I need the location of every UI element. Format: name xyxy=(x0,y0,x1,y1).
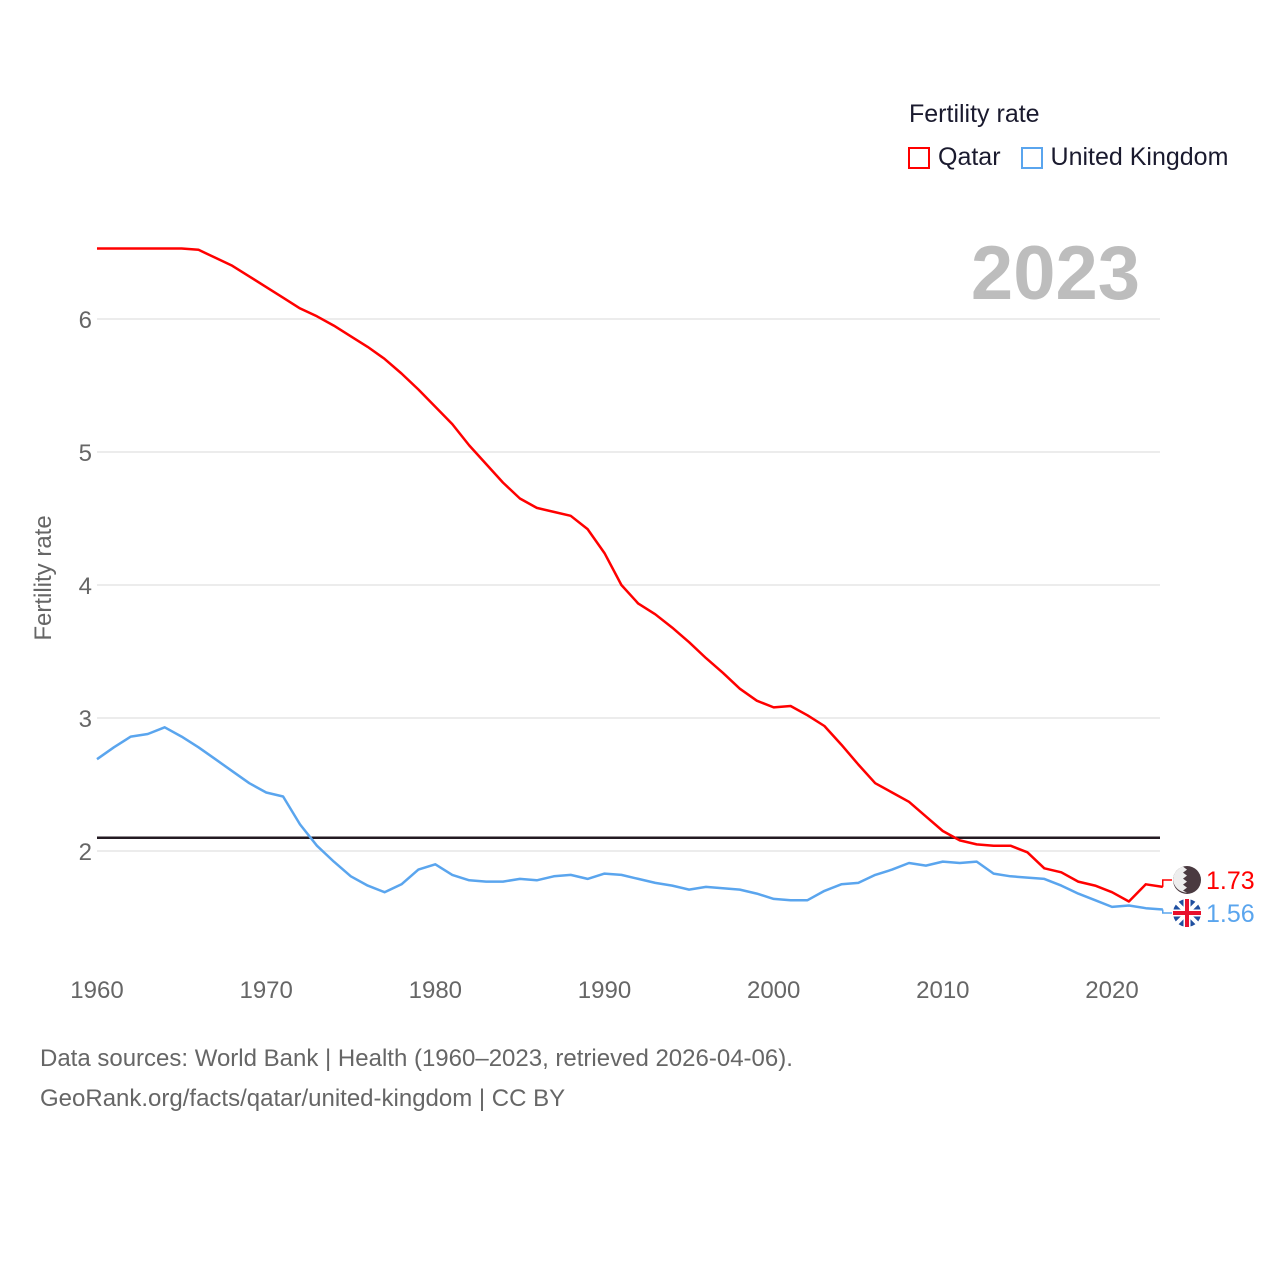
legend-item-united-kingdom[interactable]: United Kingdom xyxy=(1020,143,1229,172)
data-source-text: Data sources: World Bank | Health (1960–… xyxy=(40,1045,793,1072)
year-indicator: 2023 xyxy=(970,231,1140,316)
y-tick-label: 3 xyxy=(79,706,92,733)
x-tick-label: 1960 xyxy=(70,977,123,1004)
y-tick-label: 4 xyxy=(79,573,92,600)
series-line-qatar xyxy=(97,247,1163,903)
end-value-label-qatar: 1.73 xyxy=(1206,867,1255,895)
x-tick-label: 1970 xyxy=(239,977,292,1004)
x-tick-label: 2010 xyxy=(916,977,969,1004)
legend-label-united-kingdom: United Kingdom xyxy=(1050,143,1229,171)
legend-title: Fertility rate xyxy=(909,100,1040,128)
x-tick-label: 2020 xyxy=(1085,977,1138,1004)
legend-swatch-united-kingdom xyxy=(1020,146,1043,169)
attribution-text: GeoRank.org/facts/qatar/united-kingdom |… xyxy=(40,1085,566,1112)
x-tick-label: 1990 xyxy=(578,977,631,1004)
uk-flag-cross-red xyxy=(1173,899,1201,927)
x-tick-label: 1980 xyxy=(409,977,462,1004)
legend-swatch-qatar xyxy=(908,146,930,169)
y-tick-label: 5 xyxy=(79,440,92,467)
y-axis-label: Fertility rate xyxy=(30,515,57,640)
end-connector-qatar xyxy=(1162,879,1172,887)
end-connector-united-kingdom xyxy=(1162,909,1172,914)
qatar-flag-white-band xyxy=(1173,866,1187,893)
series-line-united-kingdom xyxy=(96,726,1163,911)
x-tick-label: 2000 xyxy=(747,977,800,1004)
legend: Qatar United Kingdom xyxy=(908,143,1248,172)
y-tick-label: 6 xyxy=(79,307,92,334)
end-value-label-united-kingdom: 1.56 xyxy=(1206,900,1255,928)
legend-label-qatar: Qatar xyxy=(938,143,1001,171)
y-tick-label: 2 xyxy=(79,839,92,866)
legend-item-qatar[interactable]: Qatar xyxy=(908,143,1001,172)
